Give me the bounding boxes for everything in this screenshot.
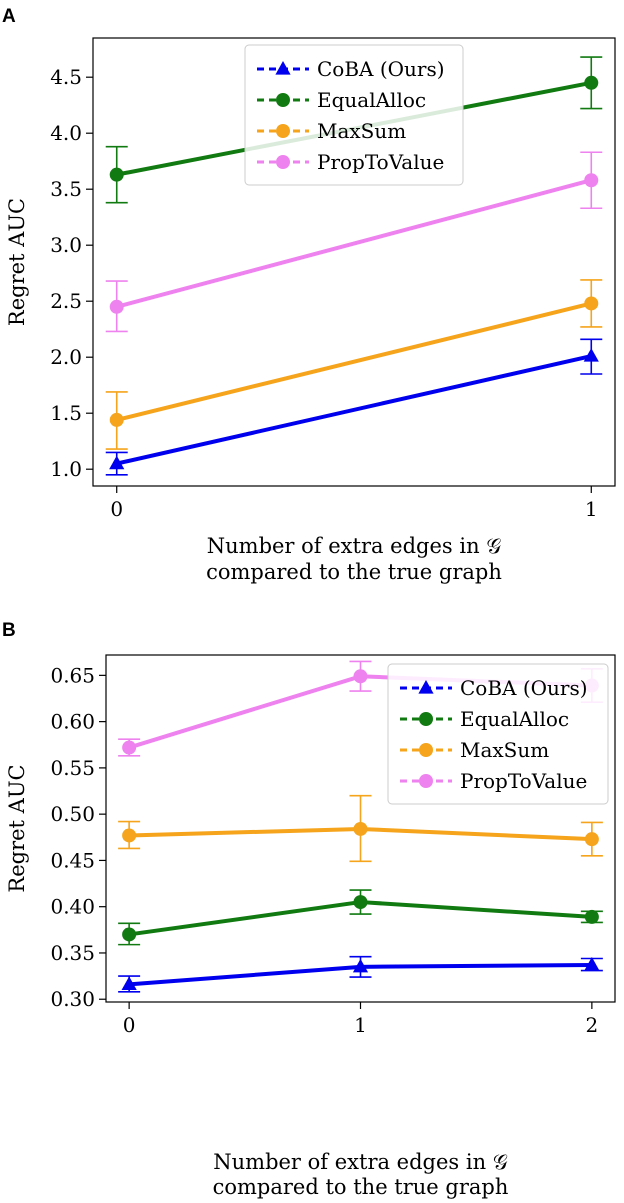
panel-a-legend-label: PropToValue — [317, 150, 444, 174]
panel-b-ytick-label: 0.35 — [50, 941, 95, 965]
panel-a-legend-label: MaxSum — [317, 119, 406, 143]
panel-a-series-coba-ours — [105, 338, 603, 476]
panel-a-xlabel-line2: compared to the true graph — [206, 560, 502, 584]
panel-b-ytick-label: 0.65 — [50, 663, 95, 687]
panel-b-xtick-label: 1 — [354, 1013, 367, 1037]
panel-b-legend-swatch-marker — [419, 774, 433, 788]
panel-a-legend-label: EqualAlloc — [317, 88, 426, 112]
panel-b-series-coba-ours — [118, 955, 603, 993]
panel-a-data-point — [109, 455, 125, 470]
panel-a-ytick-label: 1.5 — [50, 401, 82, 425]
panel-b-ytick-label: 0.55 — [50, 756, 95, 780]
panel-a-ytick-label: 3.5 — [50, 177, 82, 201]
panel-a-ytick-label: 2.5 — [50, 289, 82, 313]
panel-b: B 0.30 0.35 0.40 0.45 0.50 0.55 0.60 0.65 0 1 2 Num… — [2, 620, 616, 1199]
panel-b-letter: B — [2, 620, 16, 641]
panel-a-data-point — [583, 348, 599, 362]
panel-b-series-equalalloc — [118, 889, 603, 946]
panel-b-data-point — [353, 669, 368, 684]
panel-a-legend-label: CoBA (Ours) — [317, 57, 445, 81]
panel-a-series-proptovalue — [105, 151, 603, 333]
panel-b-legend-swatch-marker — [418, 680, 434, 694]
panel-a-data-point — [109, 167, 124, 182]
panel-b-ytick-label: 0.30 — [50, 987, 95, 1011]
panel-a: A 1.0 1.5 2.0 2.5 3.0 3.5 4.0 4.5 0 1 Number of ex… — [2, 6, 616, 584]
panel-a-data-point — [584, 296, 599, 311]
panel-a-series-maxsum — [105, 279, 603, 450]
panel-b-data-point — [584, 909, 599, 924]
panel-b-data-point — [584, 956, 600, 971]
panel-b-legend: CoBA (Ours) EqualAlloc MaxSum PropToValue — [387, 663, 609, 805]
panel-b-data-point — [353, 821, 368, 836]
panel-a-ytick-label: 4.5 — [50, 65, 82, 89]
panel-a-ytick-label: 3.0 — [50, 233, 82, 257]
panel-b-ytick-label: 0.40 — [50, 895, 95, 919]
panel-b-ytick-label: 0.50 — [50, 802, 95, 826]
panel-b-xtick-label: 0 — [123, 1013, 136, 1037]
panel-a-letter: A — [2, 6, 16, 27]
panel-a-series-line — [116, 301, 592, 422]
panel-a-legend-swatch-marker — [275, 61, 291, 75]
panel-a-xlabel-line1: Number of extra edges in 𝒢 — [207, 534, 502, 558]
panel-b-data-point — [122, 927, 137, 942]
panel-a-xtick-label: 1 — [585, 497, 598, 521]
panel-b-data-point — [122, 828, 137, 843]
panel-a-data-point — [584, 75, 599, 90]
panel-a-data-point — [109, 412, 124, 427]
panel-a-legend-swatch-marker — [276, 155, 290, 169]
panel-a-ytick-label: 4.0 — [50, 121, 82, 145]
panel-a-ytick-label: 2.0 — [50, 345, 82, 369]
panel-a-legend-box — [244, 44, 464, 186]
panel-b-ytick-label: 0.45 — [50, 848, 95, 872]
panel-b-data-point — [352, 958, 369, 973]
panel-b-legend-label: MaxSum — [460, 738, 549, 762]
panel-b-legend-label: CoBA (Ours) — [460, 676, 588, 700]
panel-a-data-point — [584, 173, 599, 188]
panel-b-ytick-label: 0.60 — [50, 710, 95, 734]
panel-b-ylabel: Regret AUC — [5, 764, 29, 892]
panel-b-data-point — [121, 976, 137, 991]
panel-b-xtick-label: 2 — [585, 1013, 598, 1037]
panel-b-data-point — [353, 895, 368, 910]
panel-a-legend-swatch-marker — [276, 124, 290, 138]
panel-b-legend-label: EqualAlloc — [460, 707, 569, 731]
panel-b-legend-swatch-marker — [419, 712, 433, 726]
panel-b-series-maxsum — [118, 794, 603, 863]
panel-a-axes-frame — [92, 37, 616, 487]
panel-b-legend-box — [387, 663, 609, 805]
panel-b-data-point — [122, 740, 137, 755]
panel-a-xtick-label: 0 — [110, 497, 123, 521]
panel-a-ytick-label: 1.0 — [50, 457, 82, 481]
panel-b-xlabel-line1: Number of extra edges in 𝒢 — [213, 1150, 508, 1174]
panel-a-ylabel: Regret AUC — [5, 198, 29, 326]
panel-a-legend-swatch-marker — [276, 93, 290, 107]
panel-b-legend-swatch-marker — [419, 743, 433, 757]
panel-a-series-line — [116, 178, 592, 309]
panel-b-legend-label: PropToValue — [460, 769, 587, 793]
panel-a-legend: CoBA (Ours) EqualAlloc MaxSum PropToValue — [244, 44, 464, 186]
panel-a-series-line — [116, 354, 592, 466]
panel-b-data-point — [584, 832, 599, 847]
panel-b-xlabel-line2: compared to the true graph — [213, 1175, 509, 1199]
panel-a-data-point — [109, 299, 124, 314]
